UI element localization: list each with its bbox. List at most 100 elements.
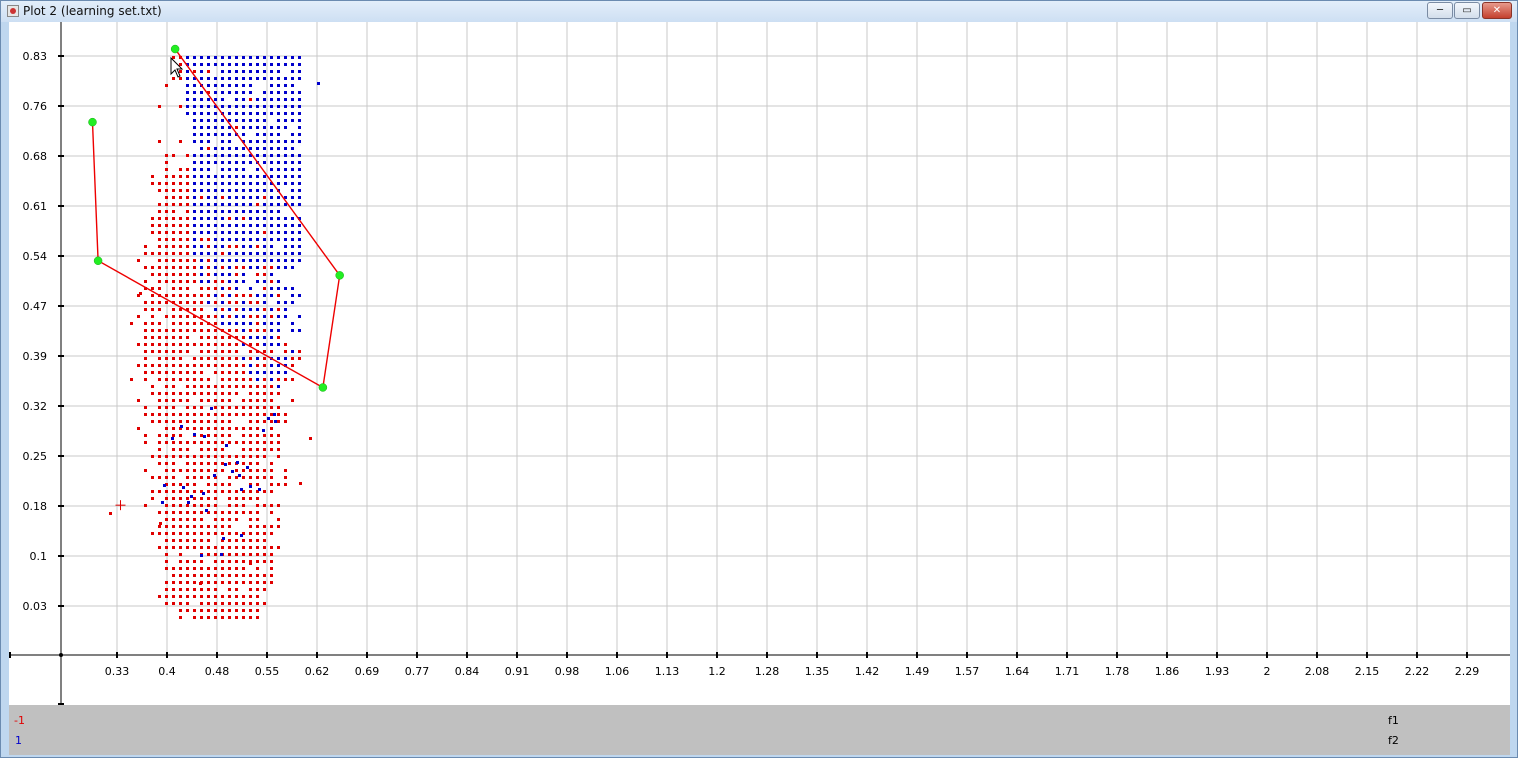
data-point bbox=[270, 133, 273, 136]
data-point bbox=[179, 287, 182, 290]
data-point bbox=[165, 588, 168, 591]
data-point bbox=[179, 420, 182, 423]
data-point bbox=[221, 98, 224, 101]
data-point bbox=[182, 486, 185, 489]
data-point bbox=[263, 406, 266, 409]
data-point bbox=[277, 322, 280, 325]
data-point bbox=[207, 602, 210, 605]
data-point bbox=[228, 91, 231, 94]
data-point bbox=[263, 413, 266, 416]
data-point bbox=[186, 497, 189, 500]
data-point bbox=[172, 217, 175, 220]
data-point bbox=[186, 490, 189, 493]
data-point bbox=[179, 441, 182, 444]
data-point bbox=[165, 455, 168, 458]
data-point bbox=[270, 385, 273, 388]
data-point bbox=[235, 539, 238, 542]
data-point bbox=[186, 217, 189, 220]
data-point bbox=[249, 581, 252, 584]
data-point bbox=[256, 350, 259, 353]
data-point bbox=[291, 63, 294, 66]
data-point bbox=[193, 343, 196, 346]
data-point bbox=[214, 245, 217, 248]
data-point bbox=[172, 357, 175, 360]
maximize-button[interactable]: ▭ bbox=[1454, 2, 1480, 19]
data-point bbox=[186, 252, 189, 255]
data-point bbox=[291, 161, 294, 164]
minimize-button[interactable]: ─ bbox=[1427, 2, 1453, 19]
data-point bbox=[158, 532, 161, 535]
data-point bbox=[228, 476, 231, 479]
data-point bbox=[179, 224, 182, 227]
data-point bbox=[193, 427, 196, 430]
data-point bbox=[256, 238, 259, 241]
data-point bbox=[242, 609, 245, 612]
data-point bbox=[263, 308, 266, 311]
scatter-plot[interactable]: 0.33 0.4 0.48 0.55 0.62 0.69 0.77 0.84 0.91 0.98 1… bbox=[9, 22, 1510, 755]
data-point bbox=[172, 581, 175, 584]
close-button[interactable]: ✕ bbox=[1482, 2, 1512, 19]
data-point bbox=[180, 425, 183, 428]
data-point bbox=[193, 441, 196, 444]
data-point bbox=[214, 497, 217, 500]
data-point bbox=[221, 483, 224, 486]
data-point bbox=[249, 364, 252, 367]
data-point bbox=[284, 203, 287, 206]
data-point bbox=[256, 539, 259, 542]
data-point bbox=[163, 484, 166, 487]
title-bar[interactable]: Plot 2 (learning set.txt) ─ ▭ ✕ bbox=[1, 1, 1517, 22]
data-point bbox=[214, 574, 217, 577]
data-point bbox=[249, 336, 252, 339]
data-point bbox=[186, 280, 189, 283]
data-point bbox=[242, 182, 245, 185]
data-point bbox=[270, 581, 273, 584]
data-point bbox=[242, 406, 245, 409]
data-point bbox=[172, 385, 175, 388]
data-point bbox=[235, 77, 238, 80]
data-point bbox=[284, 77, 287, 80]
data-point bbox=[165, 336, 168, 339]
data-point bbox=[165, 441, 168, 444]
data-point bbox=[172, 224, 175, 227]
data-point bbox=[221, 252, 224, 255]
data-point bbox=[284, 413, 287, 416]
data-point bbox=[284, 105, 287, 108]
data-point bbox=[207, 259, 210, 262]
data-point bbox=[256, 189, 259, 192]
data-point bbox=[256, 301, 259, 304]
data-point bbox=[228, 420, 231, 423]
data-point bbox=[235, 378, 238, 381]
data-point bbox=[291, 98, 294, 101]
data-point bbox=[235, 161, 238, 164]
data-point bbox=[298, 196, 301, 199]
data-point bbox=[235, 189, 238, 192]
data-point bbox=[298, 357, 301, 360]
data-point bbox=[207, 98, 210, 101]
data-point bbox=[144, 308, 147, 311]
y-tick-label: 0.03 bbox=[23, 600, 48, 613]
data-point bbox=[165, 420, 168, 423]
data-point bbox=[158, 189, 161, 192]
data-point bbox=[186, 231, 189, 234]
data-point bbox=[193, 588, 196, 591]
data-point bbox=[263, 266, 266, 269]
data-point bbox=[277, 364, 280, 367]
data-point bbox=[214, 511, 217, 514]
data-point bbox=[242, 448, 245, 451]
data-point bbox=[249, 539, 252, 542]
data-point bbox=[207, 399, 210, 402]
data-point bbox=[270, 490, 273, 493]
plot-area[interactable]: 0.33 0.4 0.48 0.55 0.62 0.69 0.77 0.84 0.91 0.98 1… bbox=[9, 22, 1510, 755]
data-point bbox=[270, 217, 273, 220]
data-point bbox=[249, 476, 252, 479]
data-point bbox=[277, 329, 280, 332]
data-point bbox=[249, 343, 252, 346]
data-point bbox=[151, 392, 154, 395]
data-point bbox=[298, 70, 301, 73]
data-point bbox=[263, 98, 266, 101]
data-point bbox=[214, 476, 217, 479]
data-point bbox=[270, 315, 273, 318]
data-point bbox=[158, 259, 161, 262]
data-point bbox=[158, 546, 161, 549]
data-point bbox=[263, 392, 266, 395]
